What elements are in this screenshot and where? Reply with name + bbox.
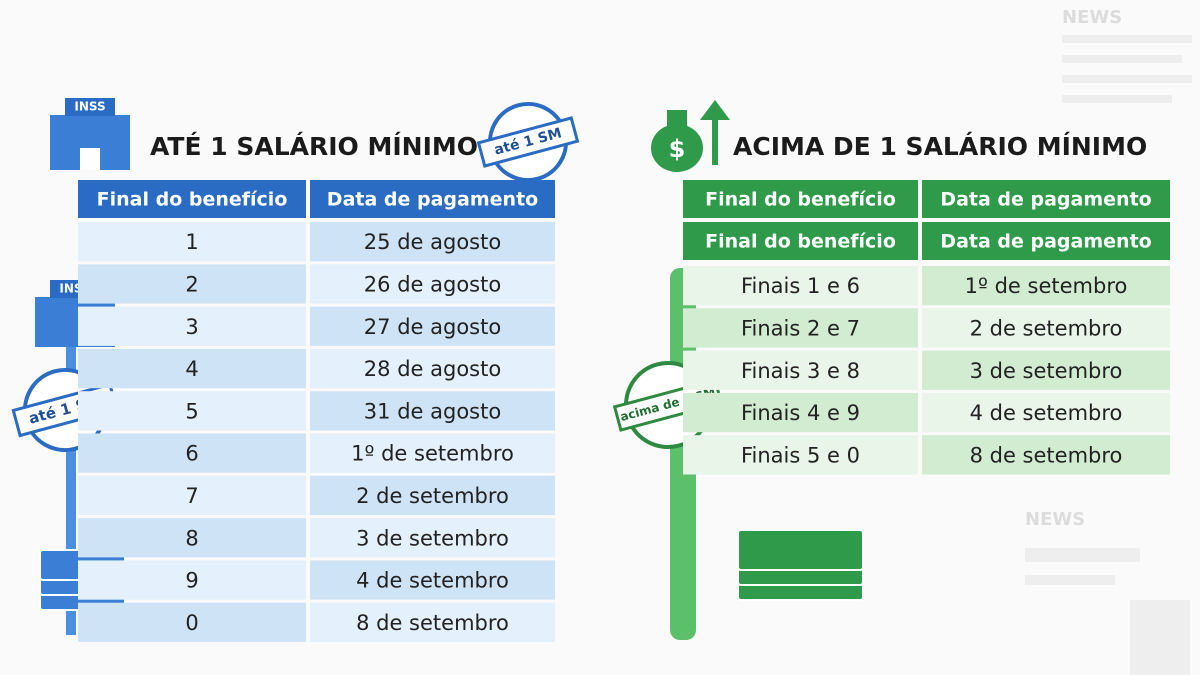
header-cell (310, 180, 555, 218)
table-cell (310, 433, 555, 473)
icon-label: INSS (74, 100, 105, 114)
table-cell (683, 308, 918, 348)
cell-text: 8 de setembro (356, 611, 509, 635)
table-cell (310, 602, 555, 642)
cell-text: Finais 2 e 7 (741, 316, 860, 340)
cell-text: 5 (185, 399, 198, 423)
table-cell (683, 392, 918, 433)
cell-text: 6 (185, 442, 198, 466)
section-title: ATÉ 1 SALÁRIO MÍNIMO (150, 132, 478, 161)
cell-text: 9 (185, 569, 198, 593)
cell-text: 1º de setembro (965, 274, 1128, 298)
cell-text: 26 de agosto (364, 272, 501, 296)
cell-text: Finais 4 e 9 (741, 401, 860, 425)
section-title: ACIMA DE 1 SALÁRIO MÍNIMO (733, 132, 1147, 161)
header-text: Data de pagamento (940, 231, 1151, 253)
table-cell (683, 266, 918, 306)
header-cell (683, 180, 918, 218)
header-text: Final do benefício (97, 189, 288, 211)
cell-text: 8 de setembro (970, 443, 1123, 467)
header-cell (683, 222, 918, 260)
table-cell (310, 518, 555, 558)
table-cell (310, 264, 555, 304)
table-cell (78, 560, 306, 600)
header-cell (922, 222, 1170, 260)
header-text: Data de pagamento (940, 189, 1151, 211)
table-cell (922, 308, 1170, 348)
cell-text: 2 de setembro (356, 484, 509, 508)
cell-text: 0 (185, 611, 198, 635)
table-cell (310, 222, 555, 262)
table-cell (78, 518, 306, 558)
news-label: NEWS (1062, 7, 1122, 28)
inss-building-icon: INSS (50, 98, 130, 170)
table-cell (922, 435, 1170, 475)
cell-text: 1º de setembro (351, 442, 514, 466)
table-cell (310, 475, 555, 516)
cell-text: 27 de agosto (364, 315, 501, 339)
table-cell (922, 392, 1170, 433)
cell-text: 7 (185, 484, 198, 508)
table-cell (78, 348, 306, 389)
table-cell (78, 475, 306, 516)
cell-text: 3 de setembro (970, 359, 1123, 383)
money-stack (737, 529, 864, 601)
header-text: Final do benefício (705, 189, 896, 211)
svg-text:$: $ (669, 135, 686, 163)
money-bag-icon: $ (651, 100, 730, 172)
cell-text: Finais 3 e 8 (741, 359, 860, 383)
table-cell (683, 350, 918, 390)
cell-text: 4 de setembro (970, 401, 1123, 425)
stamp: até 1 SM (476, 102, 580, 182)
cell-text: 4 de setembro (356, 569, 509, 593)
table-cell (310, 391, 555, 431)
cell-text: 31 de agosto (364, 399, 501, 423)
table-cell (78, 602, 306, 642)
cell-text: 25 de agosto (364, 230, 501, 254)
table-cell (310, 348, 555, 389)
cell-text: 2 (185, 272, 198, 296)
header-text: Data de pagamento (327, 189, 538, 211)
cell-text: 1 (185, 230, 198, 254)
table-cell (683, 435, 918, 475)
cell-text: 3 de setembro (356, 526, 509, 550)
side-bar (66, 330, 76, 635)
cell-text: 3 (185, 315, 198, 339)
table-cell (78, 433, 306, 473)
table-cell (310, 560, 555, 600)
table-cell (78, 306, 306, 346)
tables: Final do benefício Data de pagamento 1 25 d… (78, 180, 1170, 642)
header-cell (922, 180, 1170, 218)
cell-text: 2 de setembro (970, 316, 1123, 340)
table-cell (78, 264, 306, 304)
cell-text: 4 (185, 357, 198, 381)
table-cell (922, 350, 1170, 390)
cell-text: Finais 5 e 0 (741, 443, 860, 467)
news-decor: NEWS NEWS (1025, 7, 1192, 675)
table-cell (922, 266, 1170, 306)
table-cell (310, 306, 555, 346)
table-cell (78, 222, 306, 262)
table-cell (78, 391, 306, 431)
cell-text: 28 de agosto (364, 357, 501, 381)
header-text: Final do benefício (705, 231, 896, 253)
news-label: NEWS (1025, 509, 1085, 530)
cell-text: Finais 1 e 6 (741, 274, 860, 298)
cell-text: 8 (185, 526, 198, 550)
header-cell (78, 180, 306, 218)
